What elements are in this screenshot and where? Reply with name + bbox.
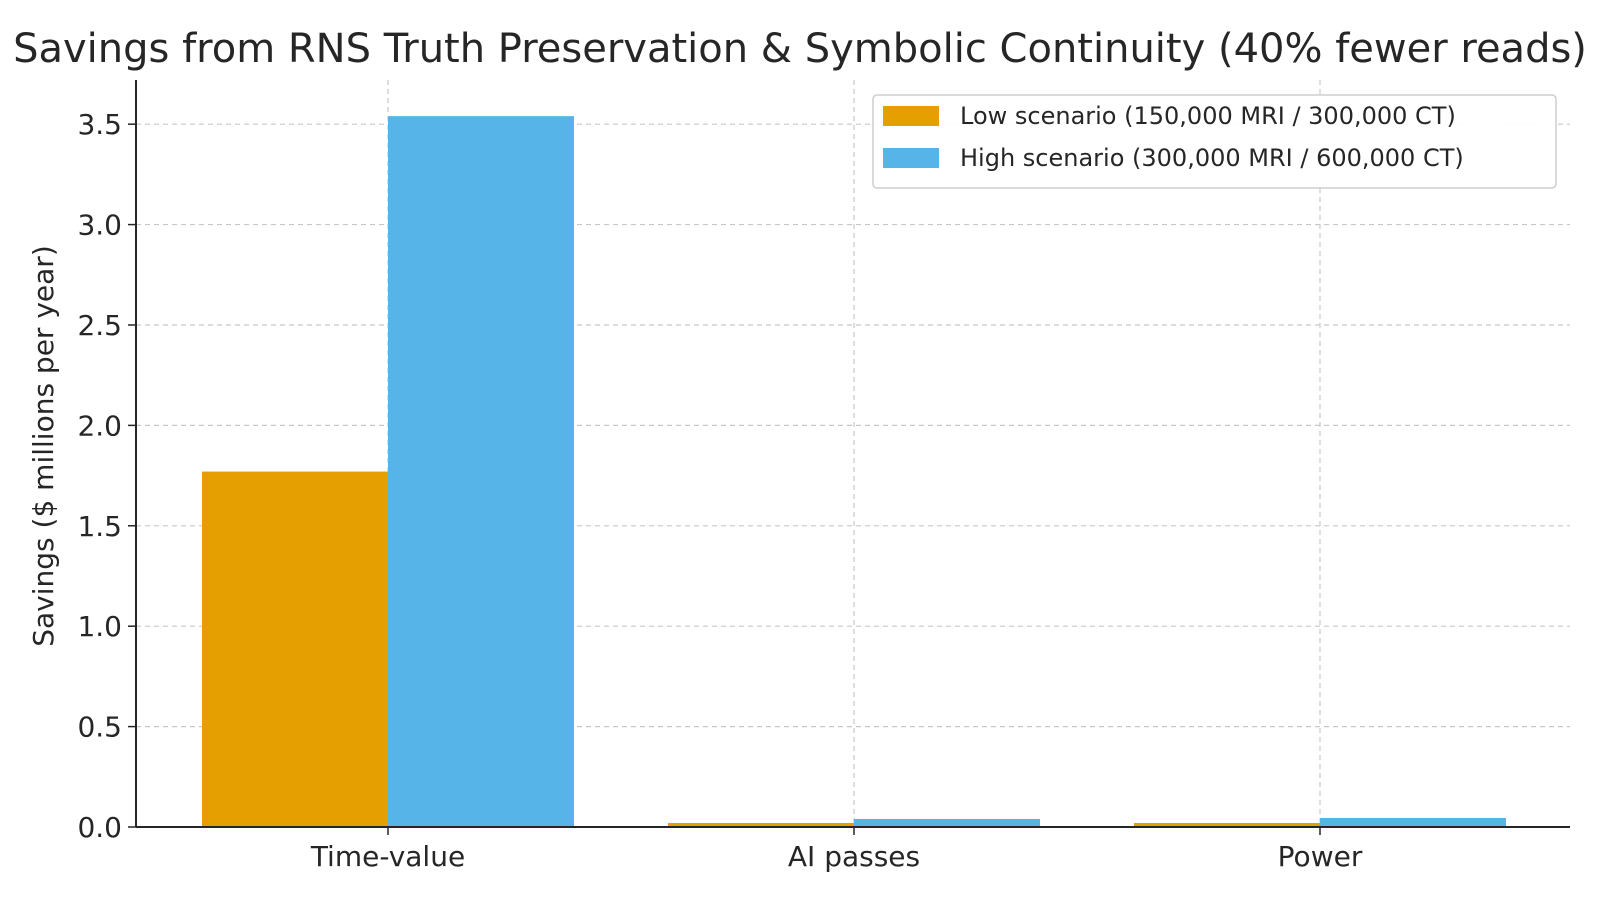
bar-low-1 — [668, 822, 854, 827]
y-tick-label: 1.0 — [77, 610, 122, 643]
y-tick-label: 2.5 — [77, 309, 122, 342]
bar-high-0 — [388, 116, 574, 828]
ticks: 0.0 0.5 1.0 1.5 2.0 2.5 3.0 3.5 Time-value AI pas… — [77, 108, 1362, 873]
x-tick-label: Time-value — [310, 840, 465, 873]
y-axis-label: Savings ($ millions per year) — [27, 245, 60, 647]
legend-swatch-high — [883, 148, 939, 168]
bar-high-1 — [854, 818, 1040, 827]
legend-label-low: Low scenario (150,000 MRI / 300,000 CT) — [960, 102, 1456, 130]
y-tick-label: 3.5 — [77, 108, 122, 141]
y-tick-label: 3.0 — [77, 209, 122, 242]
legend-box — [872, 94, 1557, 189]
x-tick-label: Power — [1278, 840, 1363, 873]
bars — [202, 116, 1506, 828]
y-tick-label: 0.0 — [77, 811, 122, 844]
x-tick-label: AI passes — [788, 840, 920, 873]
chart-title: Savings from RNS Truth Preservation & Sy… — [13, 26, 1587, 72]
y-tick-label: 1.5 — [77, 510, 122, 543]
legend-label-high: High scenario (300,000 MRI / 600,000 CT) — [960, 144, 1464, 172]
bar-low-0 — [202, 471, 388, 827]
axes — [135, 80, 1570, 828]
bar-low-2 — [1134, 822, 1320, 827]
legend-swatch-low — [883, 106, 939, 126]
legend: Low scenario (150,000 MRI / 300,000 CT) H… — [872, 94, 1557, 189]
y-tick-label: 0.5 — [77, 711, 122, 744]
y-tick-label: 2.0 — [77, 409, 122, 442]
bar-high-2 — [1320, 817, 1506, 827]
